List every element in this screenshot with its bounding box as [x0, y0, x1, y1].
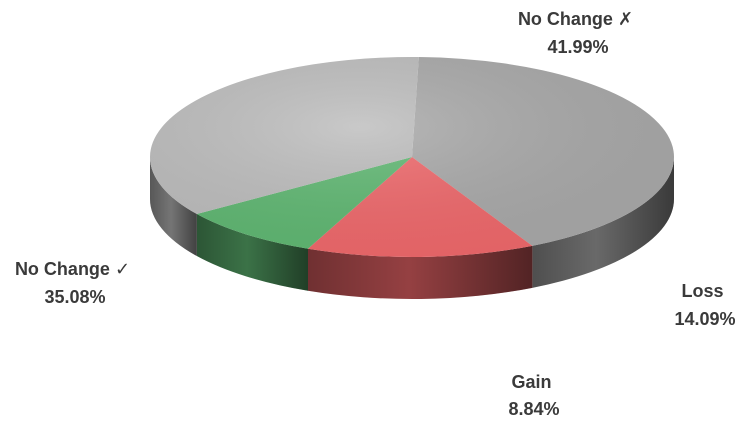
slice-label-loss: Loss — [681, 281, 723, 301]
pie-sides — [150, 157, 674, 299]
slice-value-no-change-x: 41.99% — [547, 37, 608, 57]
slice-label-no-change-check: No Change ✓ — [15, 259, 130, 279]
slice-value-no-change-check: 35.08% — [44, 287, 105, 307]
slice-label-no-change-x: No Change ✗ — [518, 9, 633, 29]
slice-side-shade-loss — [307, 245, 533, 299]
slice-side-shade-gain — [196, 214, 308, 291]
svg-text:Gain 8.84%: Gain 8.84% — [508, 372, 559, 419]
slice-label-gain: Gain — [511, 372, 551, 392]
svg-text:No Change ✗ 41.99%: No Change ✗ 41.99% — [518, 9, 638, 57]
svg-text:Loss 14.09%: Loss 14.09% — [674, 281, 735, 329]
slice-value-loss: 14.09% — [674, 309, 735, 329]
pie-tops — [149, 57, 674, 257]
slice-value-gain: 8.84% — [508, 399, 559, 419]
slice-side-shade-no-change — [532, 157, 674, 288]
pie-labels: No Change ✗ 41.99% Loss 14.09% Gain 8.84… — [15, 9, 736, 419]
svg-text:No Change ✓ 35.08%: No Change ✓ 35.08% — [15, 259, 135, 307]
pie-top-highlight — [150, 57, 674, 257]
slice-side-shade-no-change — [150, 157, 197, 257]
